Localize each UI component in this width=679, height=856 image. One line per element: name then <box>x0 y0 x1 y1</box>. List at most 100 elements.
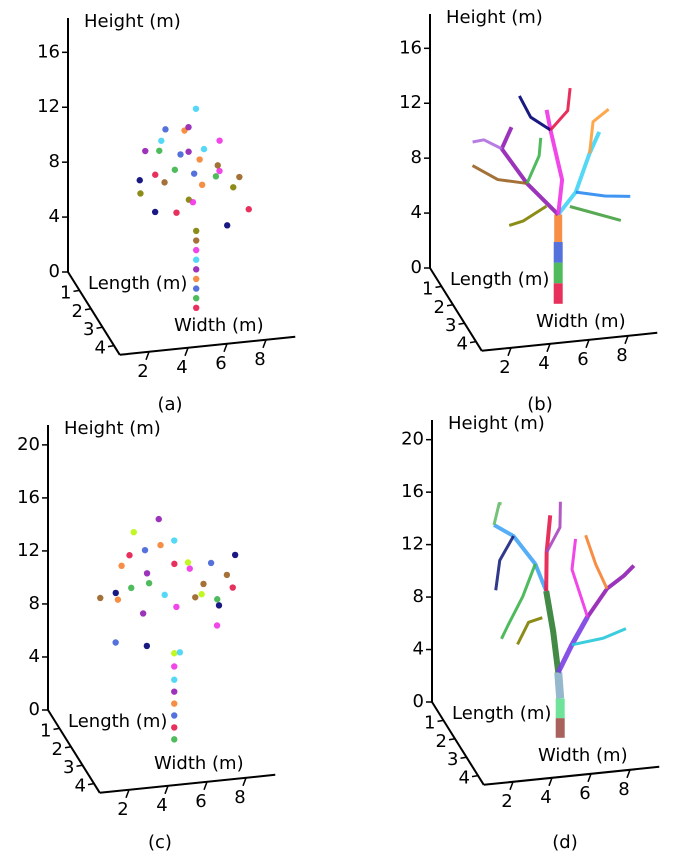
branch <box>493 523 549 592</box>
point <box>136 177 143 184</box>
point <box>200 580 207 588</box>
point <box>216 137 223 144</box>
y-tick <box>460 756 467 759</box>
point <box>193 237 200 244</box>
x-tick <box>184 347 189 357</box>
y-tick-label: 4 <box>459 768 470 789</box>
z-tick-label: 8 <box>49 151 60 172</box>
point <box>177 151 184 158</box>
y-tick <box>87 782 95 786</box>
point <box>151 208 159 216</box>
point <box>173 209 180 216</box>
z-tick-label: 0 <box>29 699 40 720</box>
x-axis <box>119 335 296 356</box>
x-axis-label: Width (m) <box>538 745 628 766</box>
point <box>193 294 200 302</box>
point <box>141 546 149 554</box>
z-tick-label: 12 <box>17 540 40 561</box>
point <box>185 148 192 155</box>
point <box>230 184 237 191</box>
x-tick-label: 8 <box>234 787 245 808</box>
x-tick <box>223 343 228 353</box>
point <box>171 663 178 670</box>
x-tick-label: 4 <box>538 353 549 374</box>
z-axis-label: Height (m) <box>448 413 545 434</box>
x-axis-label: Width (m) <box>154 753 244 774</box>
z-tick-label: 16 <box>37 41 60 62</box>
y-tick <box>437 719 444 723</box>
point <box>193 246 200 254</box>
y-tick-label: 1 <box>422 278 433 299</box>
point <box>112 589 119 597</box>
point <box>130 528 137 536</box>
z-axis-label: Height (m) <box>446 7 543 28</box>
point <box>171 724 178 731</box>
x-tick-label: 8 <box>616 345 627 366</box>
point <box>190 170 198 177</box>
branch <box>545 501 562 554</box>
y-axis-label: Length (m) <box>68 711 167 732</box>
point <box>196 156 203 163</box>
branch <box>518 95 552 132</box>
x-axis <box>481 331 658 352</box>
point <box>139 610 147 617</box>
z-tick-label: 4 <box>29 646 40 667</box>
y-tick-label: 3 <box>63 757 74 778</box>
y-tick-label: 1 <box>424 712 435 733</box>
y-tick <box>435 285 442 289</box>
point <box>171 166 179 173</box>
point <box>171 736 178 743</box>
x-tick <box>548 777 553 787</box>
point <box>118 562 125 570</box>
x-tick <box>125 789 130 799</box>
point <box>137 190 144 197</box>
point <box>112 639 119 646</box>
caption: (d) <box>552 832 577 853</box>
point <box>192 594 199 601</box>
y-tick <box>84 308 92 311</box>
x-tick-label: 8 <box>254 349 265 370</box>
point <box>128 584 135 592</box>
x-tick <box>624 335 629 345</box>
z-tick-label: 4 <box>411 202 422 223</box>
point <box>193 304 200 311</box>
branch <box>554 672 565 699</box>
y-tick-label: 2 <box>52 739 63 760</box>
y-axis-label: Length (m) <box>452 703 551 724</box>
point <box>198 181 206 189</box>
point <box>171 560 178 568</box>
y-tick-label: 4 <box>457 334 468 355</box>
x-axis <box>483 765 660 786</box>
x-tick-label: 6 <box>577 349 588 370</box>
point <box>200 145 208 153</box>
z-tick-label: 0 <box>411 257 422 278</box>
point <box>224 222 231 229</box>
point <box>143 570 151 577</box>
point <box>176 649 184 656</box>
point <box>193 256 200 263</box>
point <box>156 147 163 154</box>
z-tick-label: 20 <box>401 429 424 450</box>
y-tick-label: 4 <box>95 338 106 359</box>
point <box>189 198 197 206</box>
y-tick <box>96 326 103 329</box>
point <box>236 173 243 181</box>
z-tick-label: 12 <box>401 534 424 555</box>
x-tick <box>546 343 551 353</box>
point <box>145 579 153 587</box>
point <box>214 596 221 603</box>
x-tick <box>507 347 512 357</box>
y-tick <box>448 738 456 741</box>
x-axis <box>99 773 276 794</box>
x-tick <box>585 339 590 349</box>
y-tick <box>53 727 60 731</box>
y-axis <box>47 709 101 794</box>
point <box>193 266 200 273</box>
y-axis <box>429 267 483 352</box>
y-axis <box>67 271 121 356</box>
z-axis-label: Height (m) <box>64 418 161 439</box>
point <box>142 147 149 155</box>
z-tick-label: 4 <box>413 639 424 660</box>
z-tick-label: 12 <box>399 92 422 113</box>
